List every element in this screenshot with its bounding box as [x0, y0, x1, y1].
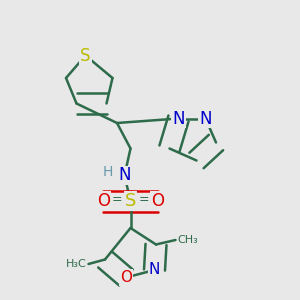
Text: S: S [80, 46, 91, 64]
Text: S: S [125, 192, 136, 210]
Text: N: N [118, 167, 131, 184]
Text: N: N [149, 262, 160, 278]
Text: O: O [97, 192, 110, 210]
Text: =: = [112, 193, 122, 206]
Text: N: N [172, 110, 185, 128]
Text: O: O [151, 192, 164, 210]
Text: CH₃: CH₃ [177, 235, 198, 245]
Text: N: N [199, 110, 212, 128]
Text: H: H [103, 165, 113, 179]
Text: O: O [120, 270, 132, 285]
Text: =: = [139, 193, 149, 206]
Text: H₃C: H₃C [66, 259, 87, 269]
